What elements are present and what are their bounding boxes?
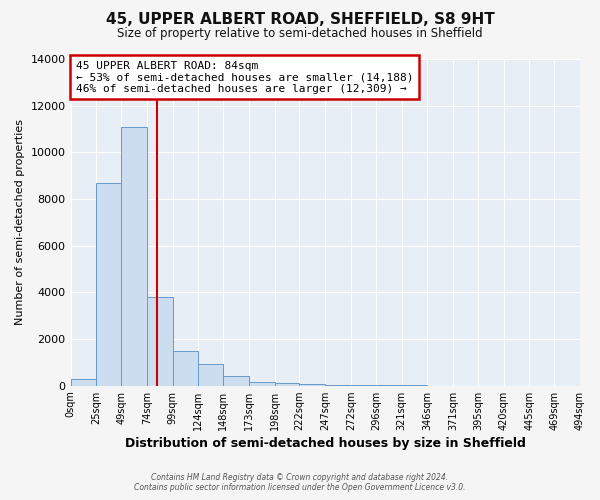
Text: 45 UPPER ALBERT ROAD: 84sqm
← 53% of semi-detached houses are smaller (14,188)
4: 45 UPPER ALBERT ROAD: 84sqm ← 53% of sem… bbox=[76, 60, 413, 94]
Bar bbox=[199, 364, 223, 386]
Bar bbox=[223, 376, 249, 386]
Bar bbox=[71, 378, 97, 386]
Bar bbox=[275, 384, 299, 386]
X-axis label: Distribution of semi-detached houses by size in Sheffield: Distribution of semi-detached houses by … bbox=[125, 437, 526, 450]
Bar bbox=[173, 350, 199, 386]
Bar bbox=[249, 382, 275, 386]
Bar bbox=[325, 384, 351, 386]
Text: Size of property relative to semi-detached houses in Sheffield: Size of property relative to semi-detach… bbox=[117, 28, 483, 40]
Bar bbox=[299, 384, 325, 386]
Text: Contains HM Land Registry data © Crown copyright and database right 2024.
Contai: Contains HM Land Registry data © Crown c… bbox=[134, 473, 466, 492]
Bar bbox=[147, 297, 173, 386]
Bar bbox=[351, 385, 376, 386]
Text: 45, UPPER ALBERT ROAD, SHEFFIELD, S8 9HT: 45, UPPER ALBERT ROAD, SHEFFIELD, S8 9HT bbox=[106, 12, 494, 28]
Bar bbox=[121, 126, 147, 386]
Y-axis label: Number of semi-detached properties: Number of semi-detached properties bbox=[15, 120, 25, 326]
Bar bbox=[97, 182, 121, 386]
